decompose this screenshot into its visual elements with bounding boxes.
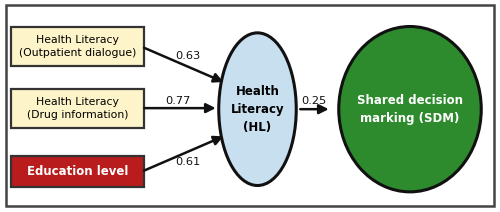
Text: Health Literacy
(Outpatient dialogue): Health Literacy (Outpatient dialogue) (19, 35, 136, 58)
FancyBboxPatch shape (11, 89, 144, 128)
FancyBboxPatch shape (11, 156, 144, 187)
Ellipse shape (339, 26, 481, 192)
Text: 0.77: 0.77 (165, 96, 190, 106)
Text: Education level: Education level (27, 165, 128, 178)
Ellipse shape (219, 33, 296, 186)
Text: 0.25: 0.25 (302, 96, 326, 106)
Text: Health
Literacy
(HL): Health Literacy (HL) (230, 85, 284, 134)
Text: Health Literacy
(Drug information): Health Literacy (Drug information) (27, 96, 128, 120)
FancyBboxPatch shape (11, 27, 144, 66)
Text: 0.63: 0.63 (175, 51, 200, 61)
Text: 0.61: 0.61 (175, 157, 200, 167)
Text: Shared decision
marking (SDM): Shared decision marking (SDM) (357, 94, 463, 125)
